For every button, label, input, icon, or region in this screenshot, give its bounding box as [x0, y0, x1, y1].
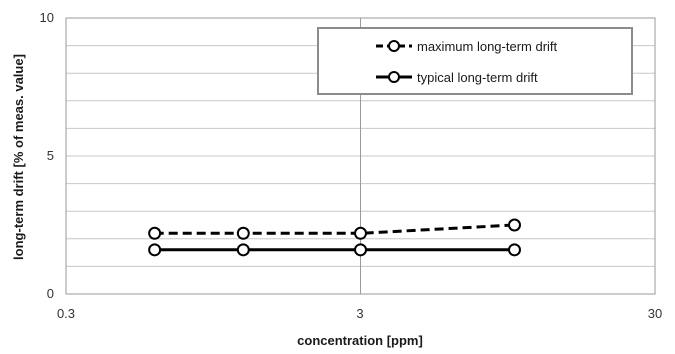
plot-frame — [65, 17, 656, 295]
data-point — [236, 243, 250, 257]
legend-marker-typical — [388, 71, 400, 83]
x-tick-label: 30 — [648, 306, 662, 321]
data-point — [148, 226, 162, 240]
data-point — [354, 243, 367, 257]
x-tick-label: 3 — [356, 306, 363, 321]
y-tick-label: 10 — [40, 10, 54, 25]
data-point — [507, 218, 521, 232]
data-point — [236, 226, 250, 240]
series-layer — [148, 218, 521, 257]
series-line — [154, 223, 515, 235]
legend-label-maximum: maximum long-term drift — [417, 39, 558, 54]
y-tick-label: 0 — [47, 286, 54, 301]
legend-entry-maximum: maximum long-term drift — [376, 39, 558, 54]
data-point — [354, 226, 367, 240]
x-tick-labels: 0.3 3 30 — [57, 306, 662, 321]
y-tick-label: 5 — [47, 148, 54, 163]
y-axis-title: long-term drift [% of meas. value] — [11, 54, 26, 260]
legend-box — [317, 27, 633, 95]
legend: maximum long-term drift typical long-ter… — [317, 27, 633, 95]
x-axis-title: concentration [ppm] — [297, 333, 423, 348]
data-point — [148, 243, 162, 257]
legend-entry-typical: typical long-term drift — [376, 70, 538, 85]
y-tick-labels: 0 5 10 — [40, 10, 54, 301]
legend-label-typical: typical long-term drift — [417, 70, 538, 85]
x-tick-label: 0.3 — [57, 306, 75, 321]
legend-marker-maximum — [388, 40, 400, 52]
data-point — [507, 243, 521, 257]
